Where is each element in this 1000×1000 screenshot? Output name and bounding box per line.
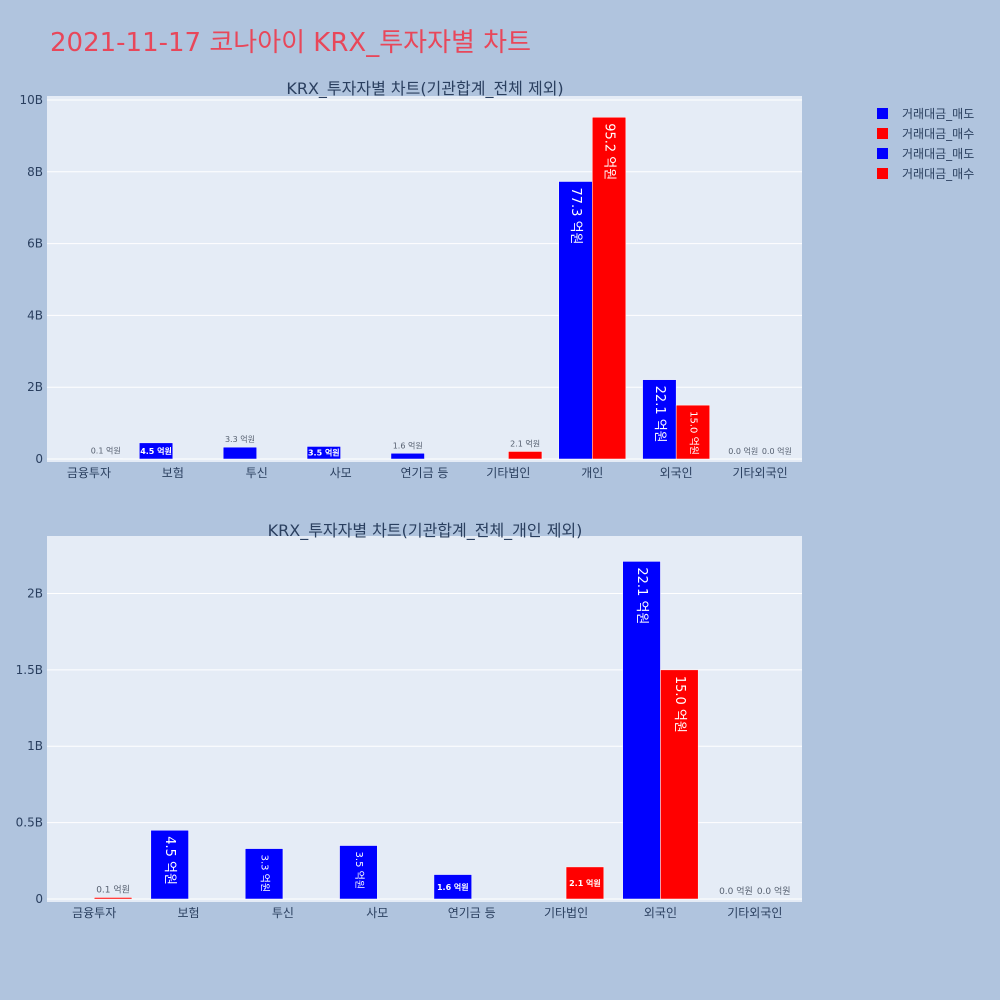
- x-tick-label: 사모: [366, 906, 388, 920]
- bar-data-label: 0.0 억원: [719, 885, 753, 897]
- y-tick-label: 2B: [27, 380, 43, 394]
- bar-data-label: 15.0 억원: [687, 411, 699, 455]
- bar-sell: [622, 561, 661, 900]
- bar-buy: [675, 404, 710, 460]
- bar-data-label: 3.5 억원: [353, 852, 365, 889]
- x-tick-label: 보험: [178, 906, 200, 920]
- x-tick-label: 외국인: [644, 906, 677, 920]
- x-tick-label: 기타법인: [486, 466, 530, 480]
- bar-data-label: 1.6 억원: [437, 882, 469, 892]
- legend-swatch[interactable]: [877, 128, 888, 139]
- bar-data-label: 0.0 억원: [728, 446, 758, 456]
- legend-item-label[interactable]: 거래대금_매도: [902, 107, 974, 121]
- x-tick-label: 사모: [330, 466, 352, 480]
- bar-data-label: 0.0 억원: [757, 885, 791, 897]
- bar-data-label: 77.3 억원: [568, 187, 583, 244]
- x-tick-label: 기타외국인: [727, 906, 782, 920]
- bar-sell: [433, 874, 472, 900]
- bar-data-label: 22.1 억원: [634, 567, 649, 624]
- legend-swatch[interactable]: [877, 108, 888, 119]
- y-tick-label: 6B: [27, 237, 43, 251]
- bar-data-label: 2.1 억원: [569, 878, 601, 888]
- bar-data-label: 0.0 억원: [762, 446, 792, 456]
- x-tick-label: 기타외국인: [732, 466, 787, 480]
- y-tick-label: 0: [35, 892, 43, 906]
- x-tick-label: 기타법인: [544, 906, 588, 920]
- x-tick-label: 연기금 등: [448, 906, 496, 920]
- bar-sell: [150, 830, 189, 900]
- bar-data-label: 0.1 억원: [96, 883, 130, 895]
- bar-buy: [508, 451, 543, 460]
- y-tick-label: 0.5B: [16, 816, 43, 830]
- bar-sell: [390, 453, 425, 460]
- bar-data-label: 3.5 억원: [308, 448, 340, 458]
- y-tick-label: 1B: [27, 739, 43, 753]
- chart-subtitle: KRX_투자자별 차트(기관합계_전체 제외): [286, 79, 563, 99]
- y-tick-label: 4B: [27, 308, 43, 322]
- bar-data-label: 4.5 억원: [140, 446, 172, 456]
- bar-sell: [642, 379, 677, 460]
- x-tick-label: 보험: [162, 466, 184, 480]
- legend-item-label[interactable]: 거래대금_매수: [902, 127, 974, 141]
- y-tick-label: 0: [35, 452, 43, 466]
- bar-data-label: 3.3 억원: [225, 434, 255, 444]
- bar-data-label: 0.1 억원: [91, 446, 121, 456]
- bar-sell: [222, 446, 257, 460]
- bar-data-label: 4.5 억원: [162, 836, 177, 885]
- y-tick-label: 10B: [19, 93, 43, 107]
- bar-data-label: 2.1 억원: [510, 438, 540, 448]
- x-tick-label: 개인: [581, 466, 603, 480]
- page-title: 2021-11-17 코나아이 KRX_투자자별 차트: [50, 28, 532, 58]
- x-tick-label: 금융투자: [67, 466, 111, 480]
- chart-subtitle: KRX_투자자별 차트(기관합계_전체_개인 제외): [268, 521, 583, 541]
- legend-item-label[interactable]: 거래대금_매도: [902, 147, 974, 161]
- y-tick-label: 2B: [27, 586, 43, 600]
- x-tick-label: 투신: [272, 906, 294, 920]
- chart-panel-1: 0 2B 4B 6B 8B 10B KRX_투자자별 차트(기관합계_전체 제외) 금융투자 보…: [19, 79, 802, 480]
- bar-buy: [93, 897, 133, 900]
- bar-data-label: 15.0 억원: [672, 676, 687, 733]
- x-tick-label: 외국인: [660, 466, 693, 480]
- bar-data-label: 3.3 억원: [259, 855, 271, 892]
- legend-swatch[interactable]: [877, 168, 888, 179]
- bar-sell: [306, 446, 341, 460]
- y-tick-label: 1.5B: [16, 663, 43, 677]
- bar-sell: [339, 845, 378, 900]
- chart-panel-2: 0 0.5B 1B 1.5B 2B KRX_투자자별 차트(기관합계_전체_개인 제외) 금…: [16, 521, 802, 920]
- bar-data-label: 95.2 억원: [602, 123, 617, 180]
- legend-item-label[interactable]: 거래대금_매수: [902, 167, 974, 181]
- y-tick-label: 8B: [27, 165, 43, 179]
- x-tick-label: 금융투자: [72, 906, 116, 920]
- bar-data-label: 22.1 억원: [652, 386, 667, 443]
- x-tick-label: 투신: [246, 466, 268, 480]
- bar-sell: [139, 442, 174, 460]
- bar-buy: [592, 116, 627, 460]
- bar-buy: [565, 866, 605, 900]
- legend-swatch[interactable]: [877, 148, 888, 159]
- bar-sell: [558, 181, 593, 460]
- x-tick-label: 연기금 등: [401, 466, 449, 480]
- bar-buy: [660, 669, 699, 900]
- bar-sell: [244, 848, 284, 900]
- bar-data-label: 1.6 억원: [393, 440, 423, 450]
